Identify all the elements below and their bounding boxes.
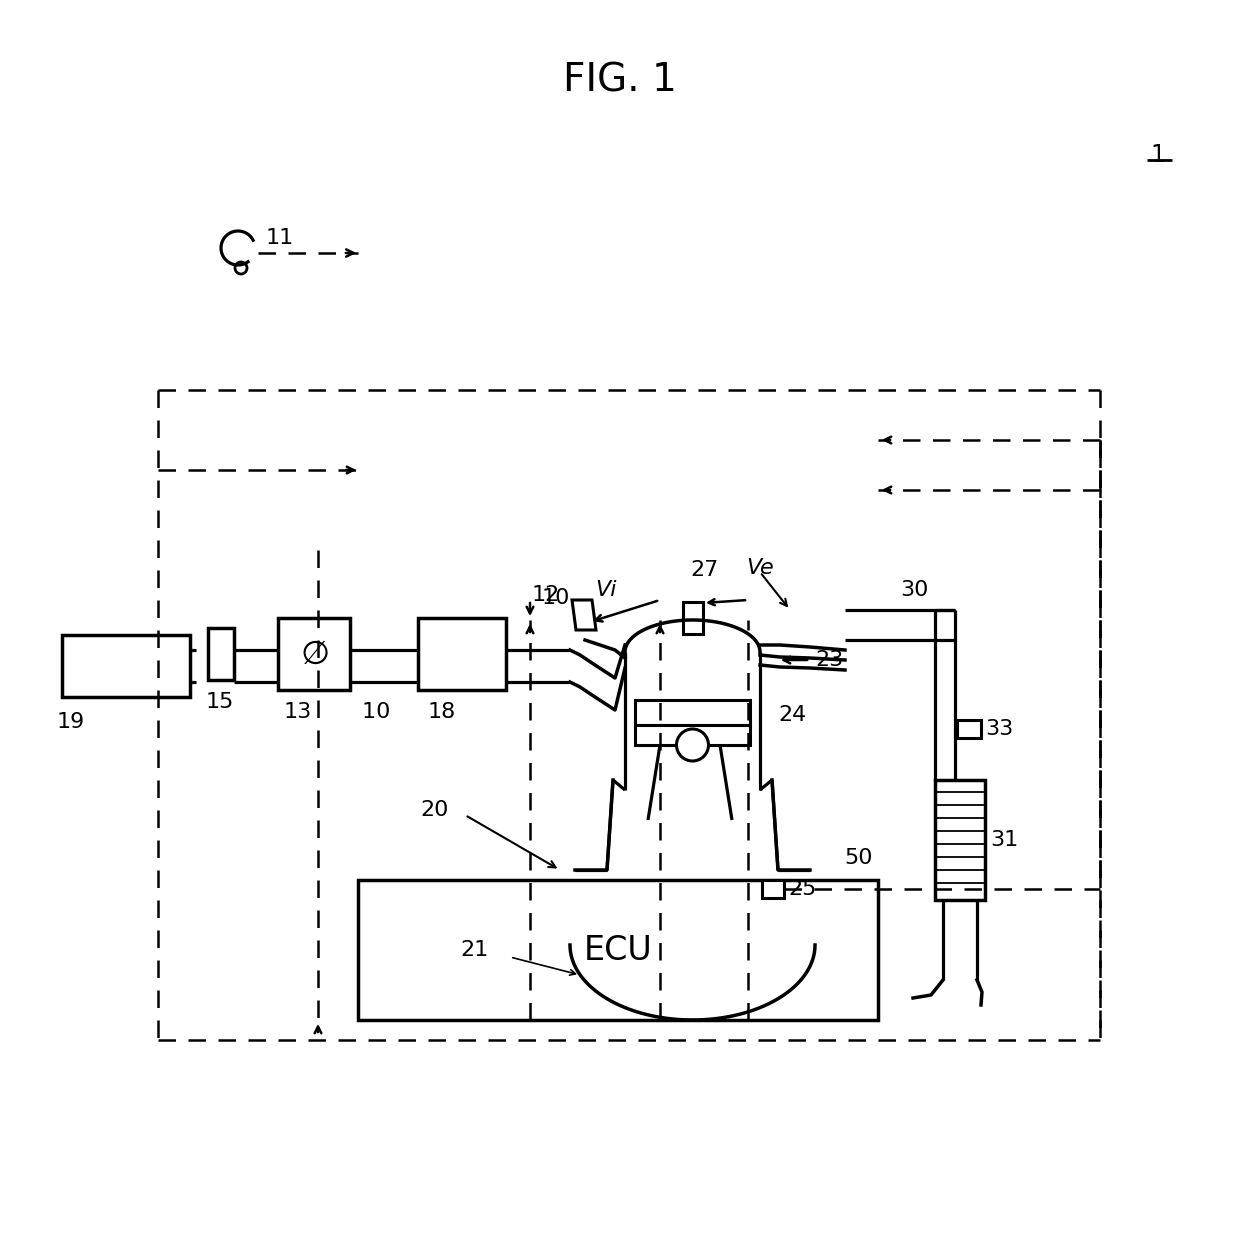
Bar bbox=[635, 725, 750, 745]
Bar bbox=[957, 720, 981, 738]
Circle shape bbox=[677, 730, 708, 761]
Text: 23: 23 bbox=[815, 650, 843, 670]
Text: Vi: Vi bbox=[595, 580, 616, 600]
Bar bbox=[635, 700, 750, 725]
Bar bbox=[358, 880, 878, 1020]
Bar bbox=[683, 603, 703, 634]
Text: 15: 15 bbox=[206, 692, 234, 712]
Bar bbox=[763, 880, 784, 898]
Text: ECU: ECU bbox=[584, 934, 652, 966]
Bar bbox=[208, 627, 234, 680]
Bar bbox=[418, 618, 506, 690]
Text: 13: 13 bbox=[284, 702, 312, 722]
Circle shape bbox=[236, 261, 247, 274]
Text: 11: 11 bbox=[267, 228, 294, 248]
Text: 50: 50 bbox=[844, 848, 873, 868]
Text: 24: 24 bbox=[777, 705, 806, 725]
Text: 1: 1 bbox=[1149, 143, 1164, 167]
Text: Ve: Ve bbox=[746, 558, 774, 578]
Bar bbox=[278, 618, 350, 690]
Text: 18: 18 bbox=[428, 702, 456, 722]
Text: 19: 19 bbox=[57, 712, 86, 732]
Text: 27: 27 bbox=[689, 560, 718, 580]
Bar bbox=[935, 781, 985, 900]
Text: 12: 12 bbox=[532, 585, 560, 605]
Bar bbox=[62, 635, 190, 697]
Text: 10: 10 bbox=[362, 702, 398, 722]
Polygon shape bbox=[572, 600, 596, 630]
Text: 30: 30 bbox=[900, 580, 929, 600]
Text: 21: 21 bbox=[460, 940, 489, 960]
Text: 10: 10 bbox=[542, 588, 570, 608]
Text: 20: 20 bbox=[420, 801, 449, 820]
Text: 25: 25 bbox=[787, 879, 816, 899]
Text: 31: 31 bbox=[990, 830, 1018, 850]
Text: FIG. 1: FIG. 1 bbox=[563, 61, 677, 100]
Text: 33: 33 bbox=[985, 720, 1013, 740]
Text: $\varnothing$: $\varnothing$ bbox=[300, 637, 329, 671]
